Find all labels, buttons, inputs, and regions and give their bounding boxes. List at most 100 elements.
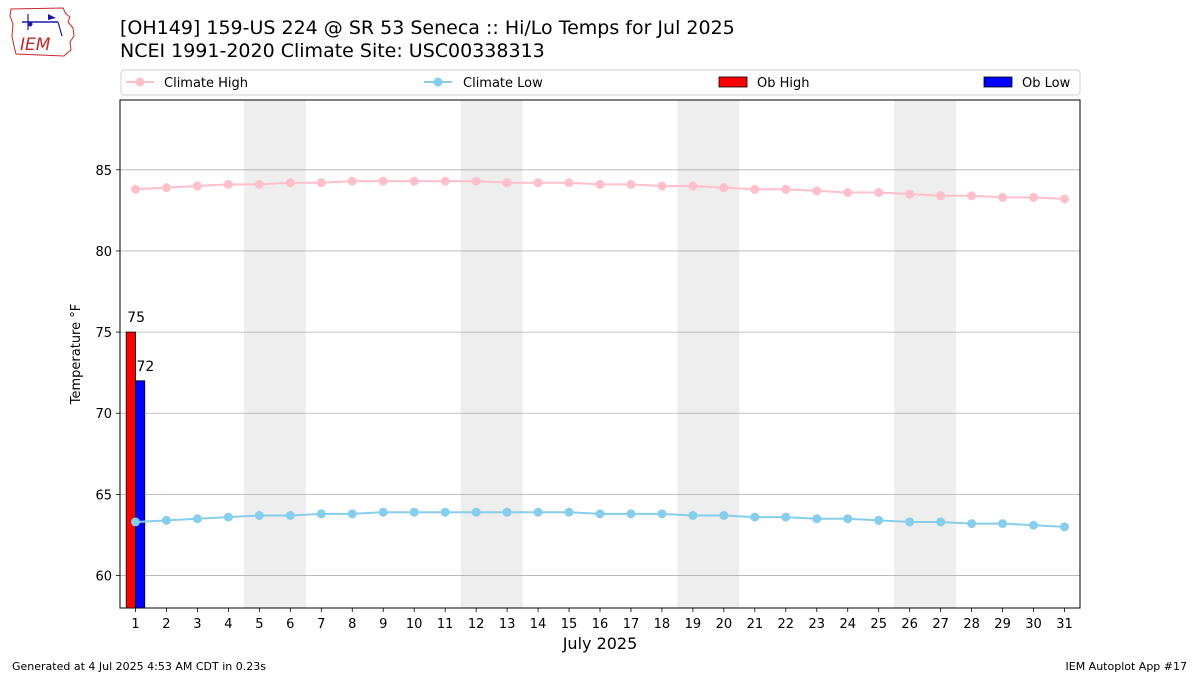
x-tick-label: 12 [468, 617, 485, 632]
x-tick-label: 17 [623, 617, 640, 632]
x-tick-label: 28 [963, 617, 980, 632]
climate-high-point [564, 178, 574, 188]
ob-high-label: 75 [127, 310, 145, 326]
weekend-shade [677, 100, 740, 608]
climate-low-point [936, 517, 946, 527]
y-tick-label: 80 [95, 245, 112, 260]
climate-low-point [192, 514, 202, 524]
climate-high-point [657, 181, 667, 191]
footer-app-text: IEM Autoplot App #17 [1065, 660, 1188, 673]
legend-ob-low-label: Ob Low [1022, 76, 1071, 91]
x-tick-label: 2 [162, 617, 170, 632]
climate-low-point [378, 507, 388, 517]
y-tick-label: 75 [95, 326, 112, 341]
weekend-shade [243, 100, 306, 608]
legend-climate-high-label: Climate High [164, 76, 248, 91]
x-tick-label: 24 [839, 617, 856, 632]
ob-high-bar [125, 331, 136, 609]
legend-climate-low-label: Climate Low [463, 76, 543, 91]
ob-low-label: 72 [136, 359, 154, 375]
climate-high-point [688, 181, 698, 191]
climate-high-point [905, 189, 915, 199]
climate-low-point [316, 509, 326, 519]
x-tick-label: 16 [592, 617, 609, 632]
x-tick-label: 4 [224, 617, 232, 632]
x-tick-label: 7 [317, 617, 325, 632]
climate-low-point [967, 519, 977, 529]
x-tick-label: 22 [778, 617, 795, 632]
climate-low-point [657, 509, 667, 519]
climate-low-point [781, 512, 791, 522]
x-tick-label: 18 [654, 617, 671, 632]
climate-high-point [781, 184, 791, 194]
x-tick-label: 5 [255, 617, 263, 632]
x-tick-label: 30 [1025, 617, 1042, 632]
climate-high-point [254, 179, 264, 189]
climate-high-point [223, 179, 233, 189]
climate-low-point [812, 514, 822, 524]
climate-low-point [471, 507, 481, 517]
climate-high-point [967, 191, 977, 201]
y-tick-label: 65 [95, 488, 112, 503]
climate-high-point [316, 178, 326, 188]
footer-generated-text: Generated at 4 Jul 2025 4:53 AM CDT in 0… [12, 660, 266, 673]
x-tick-label: 15 [561, 617, 578, 632]
climate-low-point [874, 515, 884, 525]
climate-low-point [347, 509, 357, 519]
climate-high-point [130, 184, 140, 194]
climate-high-point [533, 178, 543, 188]
climate-low-point [626, 509, 636, 519]
climate-low-point [719, 510, 729, 520]
legend-ob-high-swatch [718, 76, 748, 88]
climate-low-point [130, 517, 140, 527]
climate-high-point [843, 188, 853, 198]
climate-high-point [192, 181, 202, 191]
x-axis-label: July 2025 [562, 634, 638, 653]
y-tick-label: 85 [95, 164, 112, 179]
x-tick-label: 13 [499, 617, 516, 632]
climate-low-point [254, 510, 264, 520]
climate-low-point [223, 512, 233, 522]
climate-high-point [161, 183, 171, 193]
x-tick-label: 19 [685, 617, 702, 632]
legend-ob-high-label: Ob High [757, 76, 810, 91]
x-tick-label: 29 [994, 617, 1011, 632]
climate-high-point [378, 176, 388, 186]
x-tick-label: 21 [747, 617, 764, 632]
weekend-shade [894, 100, 957, 608]
iowa-outline-icon [9, 7, 75, 57]
climate-low-point [409, 507, 419, 517]
climate-low-point [564, 507, 574, 517]
x-tick-label: 10 [406, 617, 423, 632]
x-tick-label: 23 [809, 617, 826, 632]
climate-high-point [285, 178, 295, 188]
climate-high-point [1060, 194, 1070, 204]
climate-low-point [750, 512, 760, 522]
x-tick-label: 27 [932, 617, 949, 632]
climate-low-point [502, 507, 512, 517]
legend-ob-low-swatch [983, 76, 1013, 88]
x-tick-label: 31 [1056, 617, 1073, 632]
weekend-shade [460, 100, 523, 608]
climate-high-point [750, 184, 760, 194]
climate-low-point [440, 507, 450, 517]
x-tick-label: 11 [437, 617, 454, 632]
chart-title: [OH149] 159-US 224 @ SR 53 Seneca :: Hi/… [120, 17, 735, 39]
legend-climate-low-marker [433, 77, 443, 87]
climate-high-point [998, 192, 1008, 202]
x-tick-label: 3 [193, 617, 201, 632]
x-tick-label: 8 [348, 617, 356, 632]
climate-high-point [502, 178, 512, 188]
climate-low-point [1029, 520, 1039, 530]
climate-low-point [688, 510, 698, 520]
x-tick-label: 6 [286, 617, 294, 632]
climate-low-point [533, 507, 543, 517]
x-tick-label: 9 [379, 617, 387, 632]
climate-low-point [161, 515, 171, 525]
climate-low-point [595, 509, 605, 519]
climate-high-point [347, 176, 357, 186]
chart-subtitle: NCEI 1991-2020 Climate Site: USC00338313 [120, 40, 545, 62]
climate-high-point [626, 179, 636, 189]
climate-low-point [998, 519, 1008, 529]
